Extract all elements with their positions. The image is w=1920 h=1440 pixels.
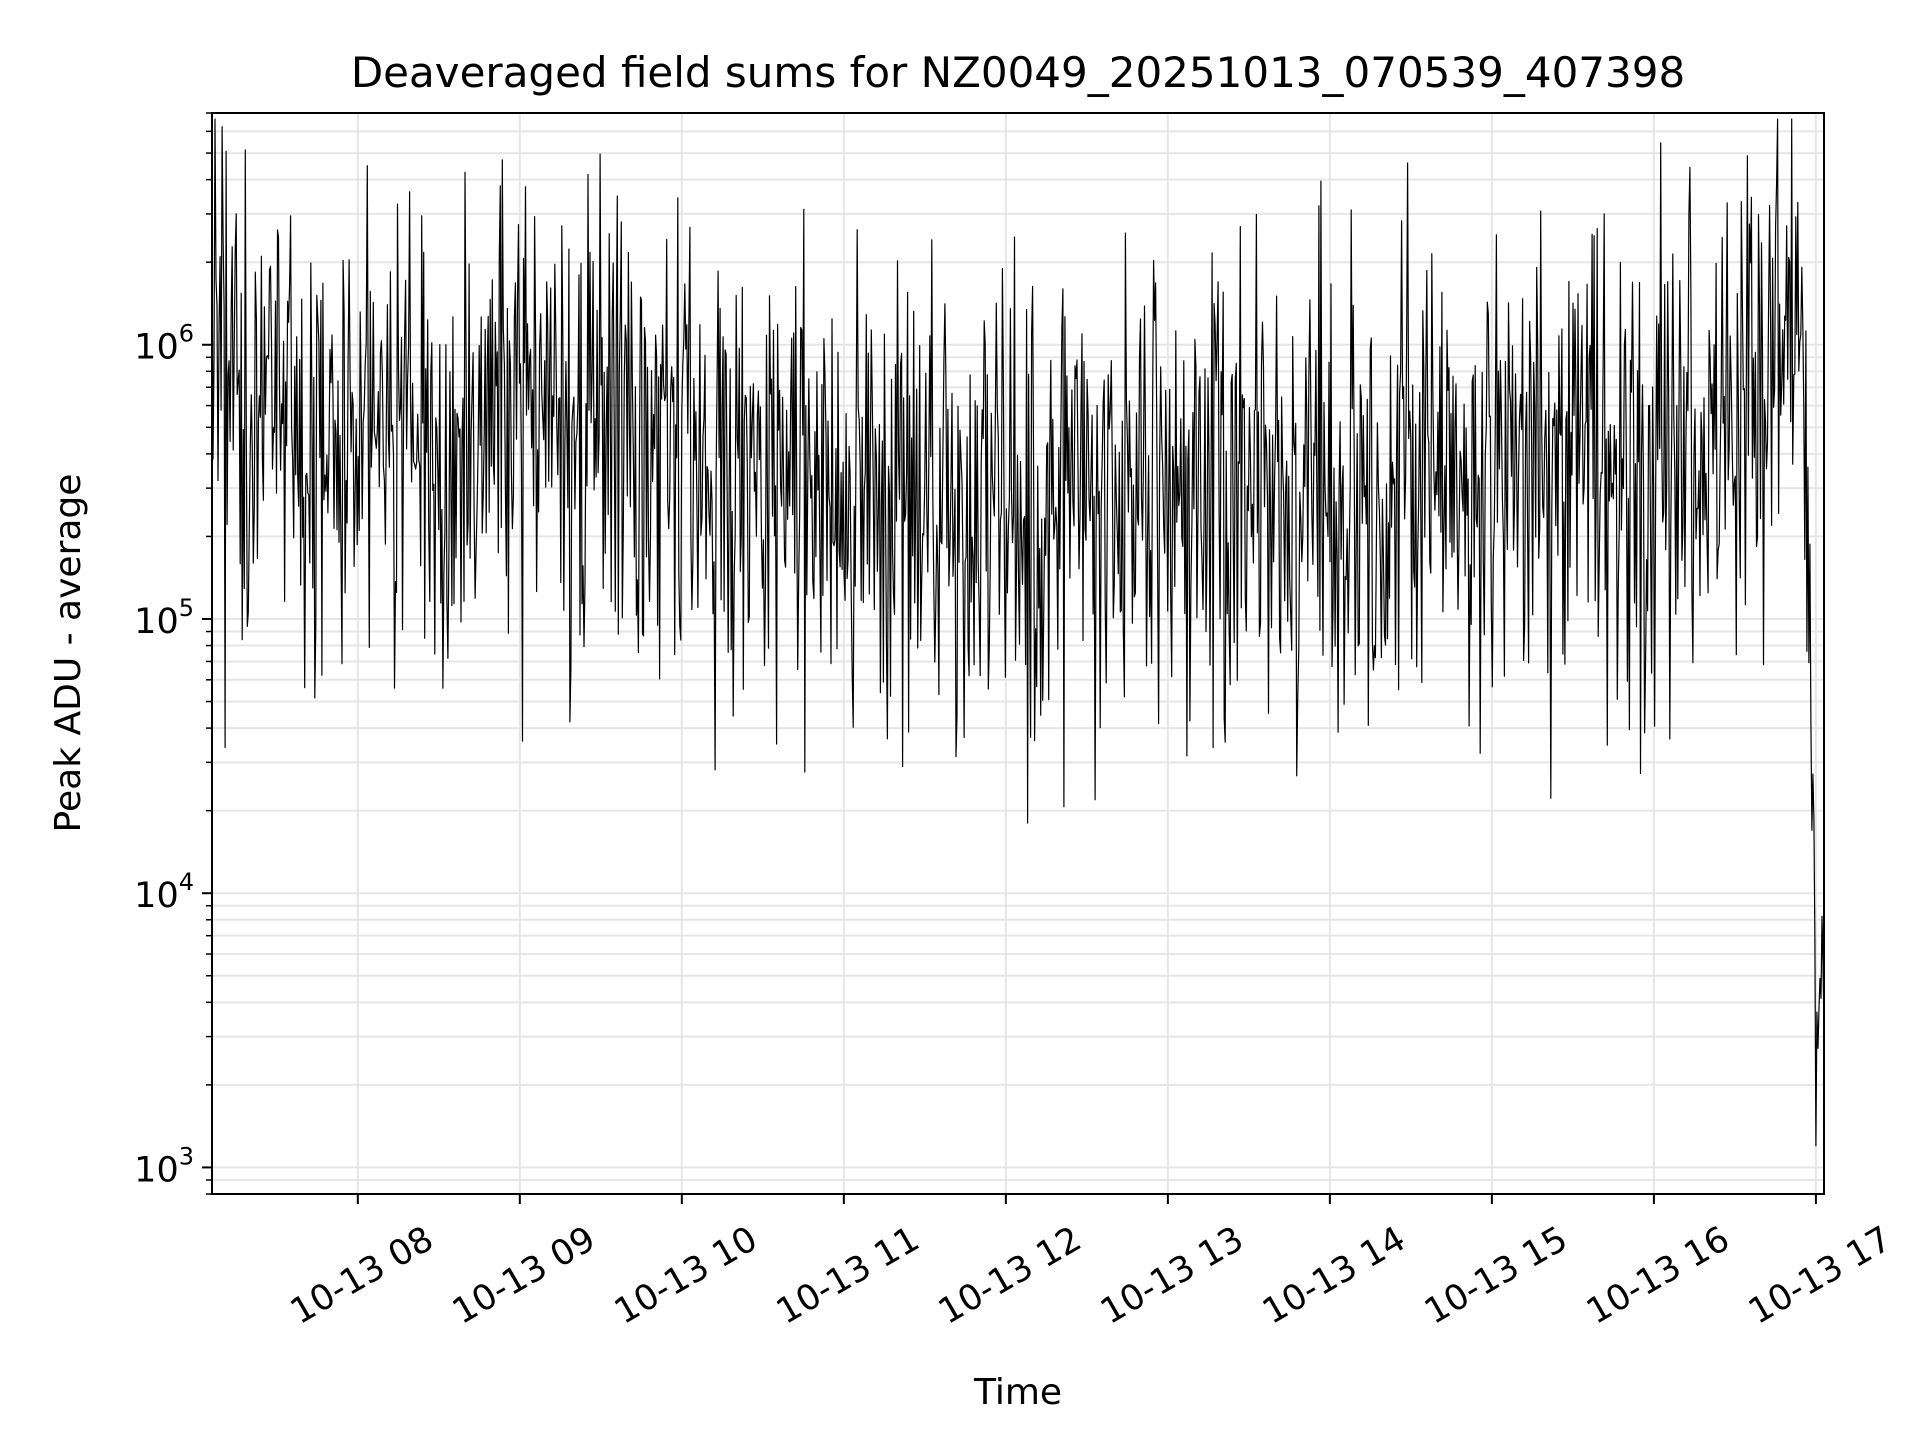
plot-frame: [211, 112, 1825, 1195]
y-tick-label: 103: [134, 1142, 194, 1190]
y-tick-label: 105: [134, 594, 194, 642]
x-axis-label: Time: [973, 1372, 1062, 1413]
chart-title: Deaveraged field sums for NZ0049_2025101…: [351, 48, 1685, 97]
data-series-line: [211, 118, 1825, 1147]
y-axis-label: Peak ADU - average: [48, 474, 89, 833]
series-group: [211, 118, 1825, 1147]
y-tick-label: 104: [134, 868, 194, 916]
y-tick-label: 106: [134, 320, 194, 368]
